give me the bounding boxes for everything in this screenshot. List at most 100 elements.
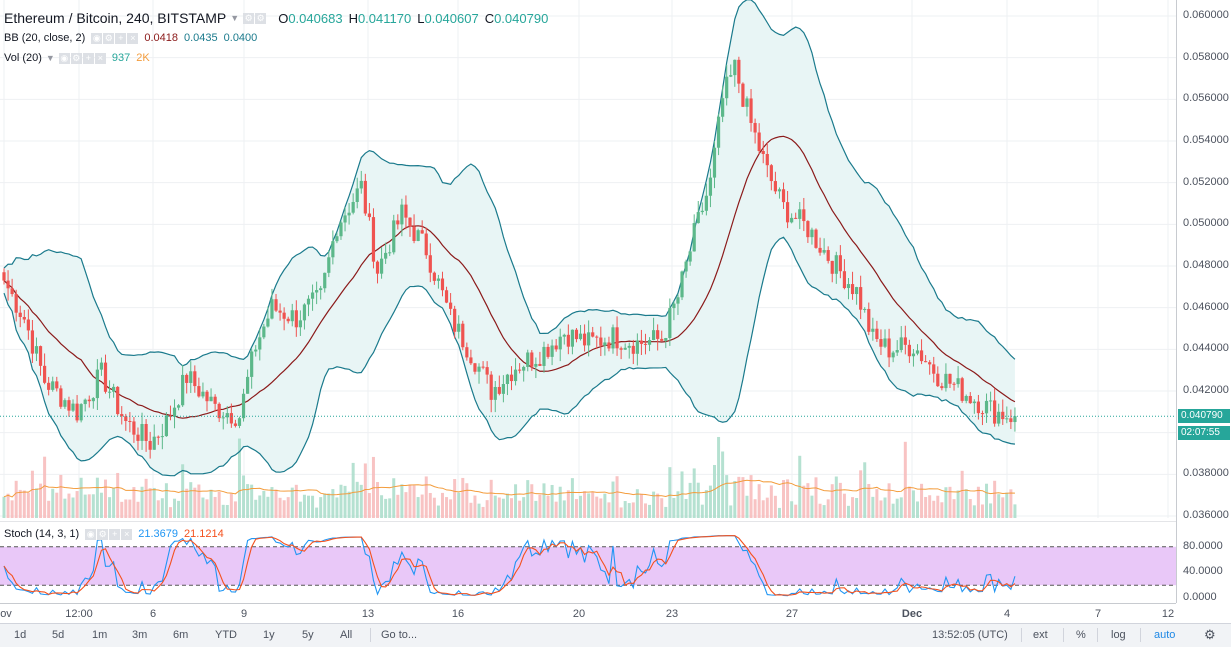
volume-bar [242,475,246,518]
auto-toggle[interactable]: auto [1154,629,1176,641]
volume-bar [156,500,160,518]
candle-body [254,349,258,352]
volume-bar [769,485,773,518]
close-icon[interactable]: × [94,52,106,64]
candle-body [574,329,579,340]
volume-bar [911,490,915,518]
volume-bar [903,441,907,518]
volume-bar [806,483,810,518]
gear-icon[interactable]: ⚙ [97,528,109,540]
candle-body [331,241,335,258]
volume-bar [664,506,668,518]
settings-icon[interactable]: ⚙ [243,12,255,24]
chevron-down-icon[interactable]: ▼ [230,13,240,23]
candle-body [716,116,721,148]
chevron-down-icon[interactable]: ▼ [45,53,55,63]
range-6m[interactable]: 6m [173,629,189,641]
candle-body [534,363,538,367]
time-tick-label: 12 [1161,608,1175,620]
range-5d[interactable]: 5d [52,629,65,641]
volume-bar [197,484,201,518]
candle-body [432,272,436,281]
volume-bar [237,438,241,518]
close-icon[interactable]: × [121,528,133,540]
volume-bar [335,497,339,518]
last-price-tag: 0.040790 [1178,409,1230,424]
toolbar-divider [1063,628,1064,642]
eye-icon[interactable]: ◉ [58,52,70,64]
volume-bar [132,487,136,518]
ext-toggle[interactable]: ext [1033,629,1048,641]
candle-body [838,255,842,272]
candle-body [290,310,294,322]
volume-bar [554,501,558,518]
candle-body [595,336,599,338]
volume-bar [968,499,972,518]
range-ytd[interactable]: YTD [215,629,237,641]
goto-button[interactable]: Go to... [381,629,418,641]
plus-icon[interactable]: + [109,528,121,540]
price-chart[interactable] [0,0,1176,518]
price-axis[interactable]: 0.060000 0.058000 0.056000 0.054000 0.052000… [1176,0,1231,603]
candle-body [773,181,777,192]
countdown-tag: 02:07:55 [1178,426,1230,441]
bb-upper-line [3,0,1016,367]
price-tick-label: 0.038000 [1183,467,1229,480]
range-1d[interactable]: 1d [14,629,27,641]
range-all[interactable]: All [340,629,353,641]
volume-bar [729,505,733,518]
plus-icon[interactable]: + [82,52,94,64]
stoch-buttons: ◉ ⚙ + × [85,528,133,540]
candle-body [262,326,266,338]
candle-body [749,98,753,123]
volume-bar [164,483,168,518]
volume-bar [225,504,229,518]
volume-bar [741,477,745,518]
plus-icon[interactable]: + [115,32,127,44]
gear-icon[interactable]: ⚙ [70,52,82,64]
volume-bar [834,476,838,518]
gear-icon[interactable]: ⚙ [255,12,267,24]
vol-value: 937 [111,52,131,64]
volume-bar [501,498,505,518]
log-toggle[interactable]: log [1111,629,1126,641]
candle-body [863,308,867,310]
volume-bar [619,507,623,518]
candle-body [566,334,570,347]
candle-body [396,220,400,225]
candle-body [700,210,704,213]
candle-body [339,222,343,237]
candle-body [672,303,676,309]
candle-body [6,280,10,289]
time-axis[interactable]: ov 12:00 6 9 13 16 20 23 27 Dec 4 7 12 [0,603,1176,624]
eye-icon[interactable]: ◉ [85,528,97,540]
percent-toggle[interactable]: % [1076,629,1086,641]
volume-bar [144,478,148,518]
stochastic-chart[interactable] [0,521,1176,603]
eye-icon[interactable]: ◉ [91,32,103,44]
gear-icon[interactable]: ⚙ [103,32,115,44]
volume-bar [47,500,51,518]
range-5y[interactable]: 5y [302,629,314,641]
settings-icon[interactable]: ⚙ [1204,627,1216,642]
candle-body [972,401,976,404]
stoch-label[interactable]: Stoch (14, 3, 1) [4,528,80,540]
close-icon[interactable]: × [127,32,139,44]
range-3m[interactable]: 3m [132,629,148,641]
volume-bar [39,483,43,518]
bb-label[interactable]: BB (20, close, 2) [4,32,86,44]
candle-body [591,332,595,337]
candle-body [513,369,518,382]
vol-label[interactable]: Vol (20) [4,52,42,64]
range-1m[interactable]: 1m [92,629,108,641]
volume-bar [964,489,968,518]
volume-bar [518,500,522,518]
candle-body [656,330,660,339]
range-1y[interactable]: 1y [263,629,275,641]
volume-bar [595,496,599,518]
volume-bar [384,498,388,518]
volume-bar [708,485,712,518]
candle-body [562,334,566,337]
candle-body [777,189,782,192]
symbol-title[interactable]: Ethereum / Bitcoin, 240, BITSTAMP [4,10,227,26]
